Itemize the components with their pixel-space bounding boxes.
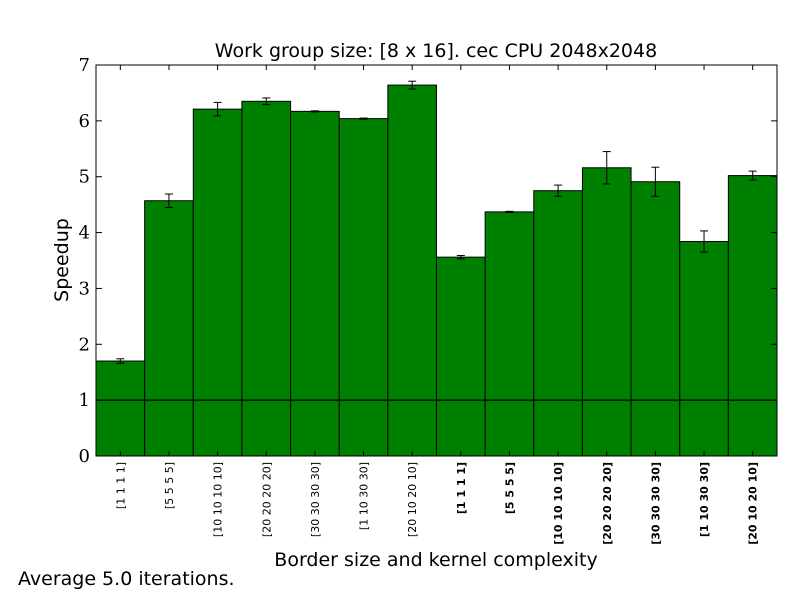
bar: [290, 110, 340, 457]
error-bar: [262, 97, 271, 106]
error-bar: [700, 230, 709, 253]
chart-title: Work group size: [8 x 16]. cec CPU 2048x…: [215, 40, 657, 62]
x-tick-label: [5 5 5 5]: [503, 462, 516, 514]
bar: [581, 167, 632, 457]
plot-frame: [95, 64, 778, 457]
bar: [338, 118, 389, 457]
y-tick-label: 4: [79, 223, 90, 244]
error-bar: [359, 117, 368, 120]
x-tick-label: [10 10 10 10]: [552, 462, 565, 545]
error-bar: [651, 166, 660, 197]
x-tick-label: [10 10 10 10]: [212, 462, 225, 537]
bar: [241, 100, 292, 457]
bar: [727, 175, 778, 457]
bar: [679, 241, 729, 457]
error-bar: [554, 184, 563, 197]
bar: [436, 256, 486, 457]
bar: [630, 181, 681, 457]
footnote: Average 5.0 iterations.: [18, 568, 235, 590]
x-tick-label: [20 10 20 10]: [406, 462, 419, 537]
bar: [192, 108, 243, 457]
y-axis-label: Speedup: [51, 218, 73, 302]
y-tick-label: 6: [79, 111, 90, 132]
x-tick-label: [5 5 5 5]: [163, 462, 176, 509]
error-bar: [456, 254, 465, 260]
bar: [144, 200, 194, 457]
x-tick-label: [1 10 30 30]: [358, 462, 371, 530]
error-bar: [164, 193, 173, 208]
y-tick-label: 0: [79, 446, 90, 467]
y-ticks-layer: 0 1 2 3 4 5 6 7: [79, 55, 777, 467]
error-bar: [213, 101, 222, 117]
x-tick-label: [30 30 30 30]: [649, 462, 662, 545]
error-bar: [408, 80, 417, 90]
x-tick-label: [20 20 20 20]: [601, 462, 614, 545]
x-tick-label: [20 20 20 20]: [260, 462, 273, 537]
bar: [484, 211, 535, 457]
error-bar: [748, 170, 757, 181]
x-tick-label: [1 1 1 1]: [114, 462, 127, 509]
y-tick-label: 3: [79, 278, 90, 299]
x-ticks-layer: [1 1 1 1] [5 5 5 5] [10 10 10 10] [20 20 20…: [114, 65, 760, 545]
x-tick-label: [1 1 1 1]: [455, 462, 468, 514]
x-axis-label: Border size and kernel complexity: [274, 549, 597, 571]
y-tick-label: 7: [79, 55, 90, 76]
error-bar: [116, 358, 125, 364]
error-bar: [505, 210, 514, 213]
error-bars-layer: [116, 80, 757, 364]
bar: [95, 360, 146, 457]
y-tick-label: 5: [79, 167, 90, 188]
bar: [533, 190, 583, 457]
y-tick-label: 1: [79, 390, 90, 411]
error-bar: [310, 110, 319, 113]
x-tick-label: [1 10 30 30]: [698, 462, 711, 537]
x-tick-label: [20 10 20 10]: [747, 462, 760, 545]
error-bar: [602, 151, 611, 185]
x-tick-label: [30 30 30 30]: [309, 462, 322, 537]
y-tick-label: 2: [79, 334, 90, 355]
